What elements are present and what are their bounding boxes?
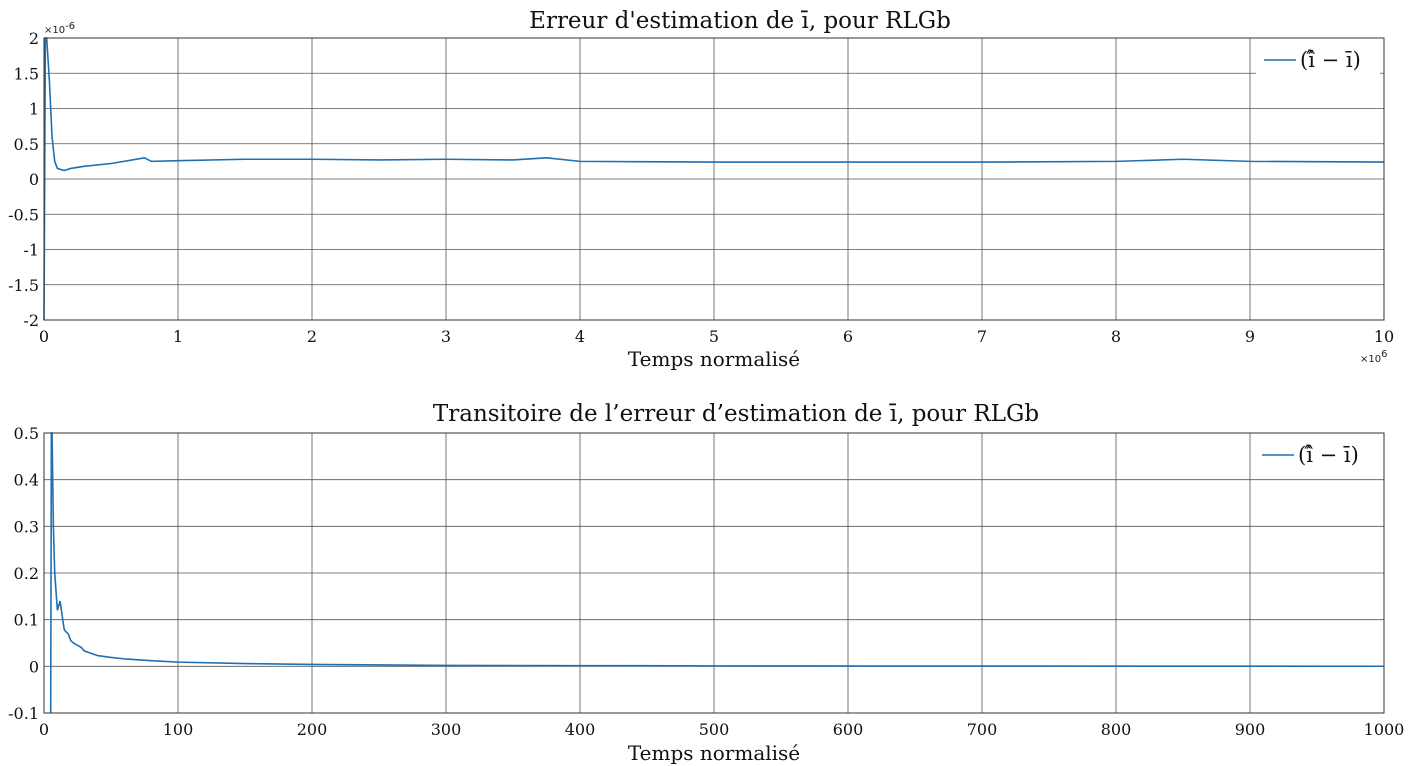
chart-top-grid xyxy=(43,37,1385,321)
chart-top-title: Erreur d'estimation de ī, pour RLGb xyxy=(529,8,951,34)
chart-top-x-exponent: ×106 xyxy=(1360,349,1387,365)
x-tick-label: 9 xyxy=(1245,327,1255,346)
x-tick-label: 10 xyxy=(1374,327,1394,346)
y-tick-label: 0.5 xyxy=(14,135,39,154)
x-tick-label: 100 xyxy=(163,720,194,739)
chart-bottom-legend-label: (î̂ − ī) xyxy=(1298,443,1359,467)
y-tick-label: 0 xyxy=(29,170,39,189)
y-tick-label: -0.1 xyxy=(8,704,39,723)
y-tick-label: 0.2 xyxy=(14,564,39,583)
x-tick-label: 7 xyxy=(977,327,987,346)
y-tick-label: 1 xyxy=(29,100,39,119)
chart-top-legend-box xyxy=(1256,42,1380,76)
x-tick-label: 500 xyxy=(699,720,730,739)
x-tick-label: 1000 xyxy=(1364,720,1405,739)
y-tick-label: 0.1 xyxy=(14,611,39,630)
x-tick-label: 4 xyxy=(575,327,585,346)
chart-bottom-grid xyxy=(43,432,1385,714)
chart-top-legend: (î̂ − ī) xyxy=(1256,42,1380,76)
x-tick-label: 900 xyxy=(1235,720,1266,739)
chart-bottom: Transitoire de l’erreur d’estimation de … xyxy=(8,401,1404,765)
x-tick-label: 6 xyxy=(843,327,853,346)
y-tick-label: 0.3 xyxy=(14,517,39,536)
chart-bottom-title: Transitoire de l’erreur d’estimation de … xyxy=(433,401,1039,427)
chart-bottom-series-line xyxy=(49,432,1385,714)
y-tick-label: 2 xyxy=(29,29,39,48)
x-tick-label: 800 xyxy=(1101,720,1132,739)
chart-bottom-xticks: 0 100 200 300 400 500 600 700 800 900 1000 xyxy=(39,720,1404,739)
y-tick-label: -0.5 xyxy=(8,205,39,224)
y-tick-label: -2 xyxy=(23,311,39,330)
x-tick-label: 0 xyxy=(39,327,49,346)
y-tick-label: -1 xyxy=(23,241,39,260)
chart-top-series-line xyxy=(43,37,1385,321)
chart-top-xticks: 0 1 2 3 4 5 6 7 8 9 10 xyxy=(39,327,1394,346)
x-tick-label: 600 xyxy=(833,720,864,739)
y-tick-label: 1.5 xyxy=(14,64,39,83)
chart-top-xlabel: Temps normalisé xyxy=(628,347,800,371)
chart-top-frame xyxy=(43,37,1385,321)
chart-top-legend-label: (î̂ − ī) xyxy=(1300,48,1361,72)
x-tick-label: 700 xyxy=(967,720,998,739)
x-tick-label: 300 xyxy=(431,720,462,739)
chart-top: Erreur d'estimation de ī, pour RLGb 2 1.5… xyxy=(8,8,1394,371)
x-tick-label: 2 xyxy=(307,327,317,346)
chart-bottom-frame xyxy=(43,432,1385,714)
x-tick-label: 200 xyxy=(297,720,328,739)
x-tick-label: 1 xyxy=(173,327,183,346)
chart-bottom-xlabel: Temps normalisé xyxy=(628,741,800,765)
chart-bottom-yticks: 0.5 0.4 0.3 0.2 0.1 0 -0.1 xyxy=(8,424,39,723)
x-tick-label: 0 xyxy=(39,720,49,739)
x-tick-label: 400 xyxy=(565,720,596,739)
y-tick-label: 0.4 xyxy=(14,471,39,490)
x-tick-label: 5 xyxy=(709,327,719,346)
y-tick-label: 0.5 xyxy=(14,424,39,443)
y-tick-label: -1.5 xyxy=(8,276,39,295)
chart-bottom-legend: (î̂ − ī) xyxy=(1256,436,1380,472)
x-tick-label: 8 xyxy=(1111,327,1121,346)
chart-top-y-exponent: ×10-6 xyxy=(44,21,75,36)
y-tick-label: 0 xyxy=(29,657,39,676)
chart-top-yticks: 2 1.5 1 0.5 0 -0.5 -1 -1.5 -2 xyxy=(8,29,39,330)
x-tick-label: 3 xyxy=(441,327,451,346)
chart-bottom-legend-box xyxy=(1256,436,1380,472)
